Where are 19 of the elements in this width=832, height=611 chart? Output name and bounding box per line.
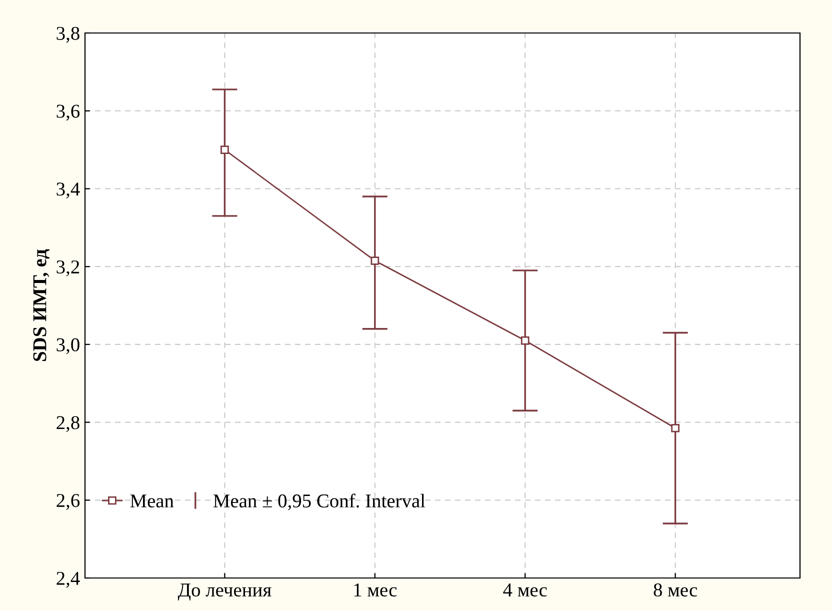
x-tick-label: 4 мес [503,584,547,597]
x-tick-label: 1 мес [354,584,397,597]
x-tick-label: 8 мес [654,583,698,597]
point [671,424,680,432]
point [370,256,380,265]
y-tick-label: 2,8 [56,416,80,432]
y-tick-label: 3,0 [56,338,80,354]
y-tick-label: 2,4 [56,572,80,588]
y-axis-title: SDS ИМТ, ед [33,249,50,361]
y-tick-label: 3,6 [56,104,80,121]
x-tick-label: До лечения [178,584,272,600]
y-tick-label: 3,2 [56,260,80,276]
y-tick-label: 3,8 [56,26,80,43]
y-tick-label: 3,4 [56,182,80,198]
point [220,146,229,154]
y-tick-label: 2,6 [56,494,80,510]
annotation: Mean ± 0,95 Conf. Interval [213,494,426,510]
point [520,336,530,345]
legend-label: Mean [130,494,174,508]
